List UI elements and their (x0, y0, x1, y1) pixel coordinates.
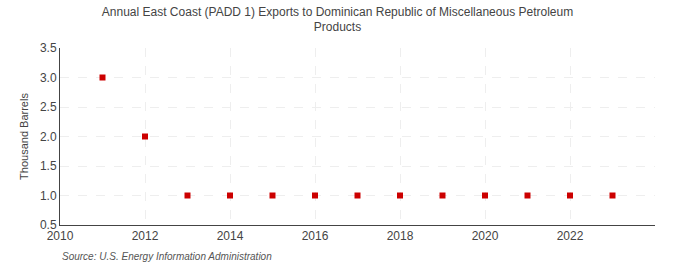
svg-text:2.5: 2.5 (40, 100, 57, 114)
svg-text:2022: 2022 (557, 229, 584, 243)
svg-text:2.0: 2.0 (40, 130, 57, 144)
svg-text:2020: 2020 (472, 229, 499, 243)
svg-text:2016: 2016 (302, 229, 329, 243)
svg-text:3.0: 3.0 (40, 71, 57, 85)
svg-text:Source: U.S. Energy Informatio: Source: U.S. Energy Information Administ… (62, 251, 272, 262)
svg-text:2012: 2012 (132, 229, 159, 243)
svg-text:1.5: 1.5 (40, 159, 57, 173)
svg-text:0.5: 0.5 (40, 218, 57, 232)
svg-text:1.0: 1.0 (40, 189, 57, 203)
svg-text:Thousand Barrels: Thousand Barrels (18, 93, 30, 180)
svg-text:2014: 2014 (217, 229, 244, 243)
svg-text:2010: 2010 (47, 229, 74, 243)
svg-text:2018: 2018 (387, 229, 414, 243)
svg-text:3.5: 3.5 (40, 41, 57, 55)
svg-text:Annual East Coast (PADD 1) Exp: Annual East Coast (PADD 1) Exports to Do… (102, 5, 573, 35)
